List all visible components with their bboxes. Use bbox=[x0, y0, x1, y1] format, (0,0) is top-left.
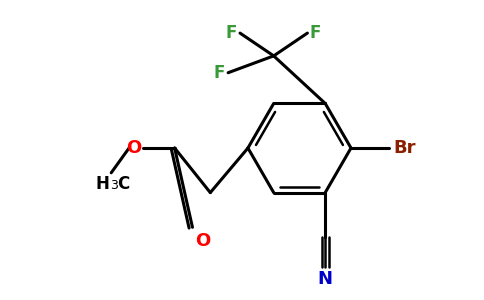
Text: O: O bbox=[126, 139, 141, 157]
Text: N: N bbox=[318, 270, 333, 288]
Text: C: C bbox=[117, 175, 129, 193]
Text: Br: Br bbox=[393, 139, 416, 157]
Text: F: F bbox=[226, 24, 237, 42]
Text: 3: 3 bbox=[110, 179, 118, 192]
Text: H: H bbox=[95, 175, 109, 193]
Text: F: F bbox=[214, 64, 225, 82]
Text: F: F bbox=[309, 24, 321, 42]
Text: O: O bbox=[196, 232, 211, 250]
